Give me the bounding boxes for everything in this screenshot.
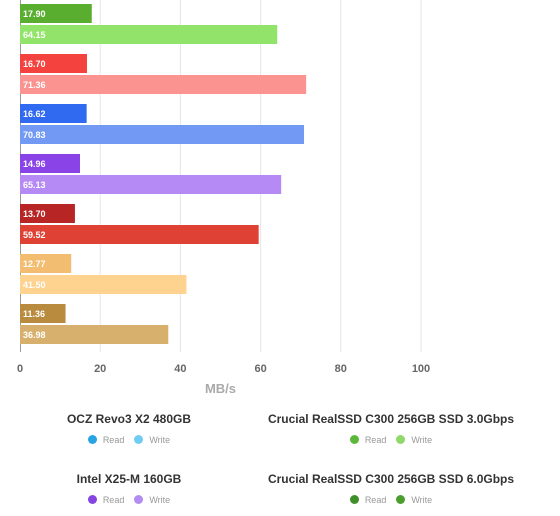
bar-value-label: 71.36 <box>23 80 46 90</box>
bar <box>20 154 80 173</box>
x-tick-label: 60 <box>254 363 266 375</box>
legend-title: Crucial RealSSD C300 256GB SSD 6.0Gbps <box>267 472 515 486</box>
bar <box>20 304 66 323</box>
bar-value-label: 65.13 <box>23 180 46 190</box>
x-tick-label: 40 <box>174 363 186 375</box>
bar-value-label: 41.50 <box>23 280 46 290</box>
legend-swatch <box>87 495 97 504</box>
legend-entry-read[interactable]: Read <box>87 435 125 445</box>
x-tick-label: 0 <box>17 363 23 375</box>
bar <box>20 4 92 23</box>
bar-value-label: 17.90 <box>23 9 46 19</box>
x-axis-title: MB/s <box>205 381 236 396</box>
bar <box>20 54 87 73</box>
legend-swatch <box>349 435 359 444</box>
bar-chart: 17.90 64.15 16.70 71.36 16.62 70.83 14.96 65.13… <box>17 0 430 396</box>
bar-value-label: 36.98 <box>23 330 46 340</box>
bar-value-label: 16.70 <box>23 59 46 69</box>
legend-entry-label: Write <box>149 495 171 505</box>
legend-entry-label: Write <box>411 435 433 445</box>
legend-entry-label: Read <box>364 435 387 445</box>
x-tick-label: 80 <box>335 363 347 375</box>
bar-value-label: 11.36 <box>23 309 45 319</box>
legend-entries: Read Write <box>241 435 541 445</box>
legend-title: Crucial RealSSD C300 256GB SSD 3.0Gbps <box>267 412 515 426</box>
x-tick-label: 20 <box>94 363 106 375</box>
legend-entries: Read Write <box>241 495 541 505</box>
bar-value-label: 64.15 <box>23 30 46 40</box>
legend-swatch <box>134 435 144 444</box>
x-tick-label: 100 <box>412 363 430 375</box>
legend-entry-write[interactable]: Write <box>396 435 432 445</box>
bar <box>20 225 259 244</box>
legend-entry-label: Read <box>102 495 125 505</box>
bar-value-label: 59.52 <box>23 230 46 240</box>
bar-value-label: 16.62 <box>23 109 46 119</box>
bar-value-label: 12.77 <box>23 259 46 269</box>
legend-swatch <box>134 495 144 504</box>
bar <box>20 75 307 94</box>
bar <box>20 25 278 44</box>
legend-entry-read[interactable]: Read <box>87 495 125 505</box>
legend-item[interactable]: Crucial RealSSD C300 256GB SSD 3.0Gbps Re… <box>241 412 541 445</box>
bar <box>20 204 75 223</box>
legend-swatch <box>349 495 359 504</box>
legend-swatch <box>87 435 97 444</box>
legend-entry-read[interactable]: Read <box>349 495 387 505</box>
chart-legend: OCZ Revo3 X2 480GB Read Write Crucial RealS… <box>0 404 560 516</box>
legend-entry-label: Read <box>102 435 125 445</box>
legend-entry-label: Read <box>364 495 387 505</box>
bar <box>20 325 169 344</box>
legend-item[interactable]: Intel X25-M 160GB Read Write <box>0 472 279 505</box>
legend-swatch <box>396 435 406 444</box>
bar <box>20 104 87 123</box>
bar <box>20 254 72 273</box>
legend-item[interactable]: OCZ Revo3 X2 480GB Read Write <box>0 412 279 445</box>
bar <box>20 275 187 294</box>
bar <box>20 125 305 144</box>
bar-value-label: 14.96 <box>23 159 46 169</box>
legend-title: OCZ Revo3 X2 480GB <box>66 412 192 426</box>
legend-entries: Read Write <box>0 435 279 445</box>
legend-entry-write[interactable]: Write <box>134 435 170 445</box>
legend-item[interactable]: Crucial RealSSD C300 256GB SSD 6.0Gbps Re… <box>241 472 541 505</box>
bar-value-label: 70.83 <box>23 130 46 140</box>
legend-swatch <box>396 495 406 504</box>
bar-value-label: 13.70 <box>23 209 46 219</box>
legend-entry-write[interactable]: Write <box>396 495 432 505</box>
legend-entry-label: Write <box>411 495 433 505</box>
legend-title: Intel X25-M 160GB <box>76 472 182 486</box>
legend-entry-label: Write <box>149 435 171 445</box>
legend-entry-read[interactable]: Read <box>349 435 387 445</box>
legend-entries: Read Write <box>0 495 279 505</box>
bar <box>20 175 282 194</box>
legend-entry-write[interactable]: Write <box>134 495 170 505</box>
